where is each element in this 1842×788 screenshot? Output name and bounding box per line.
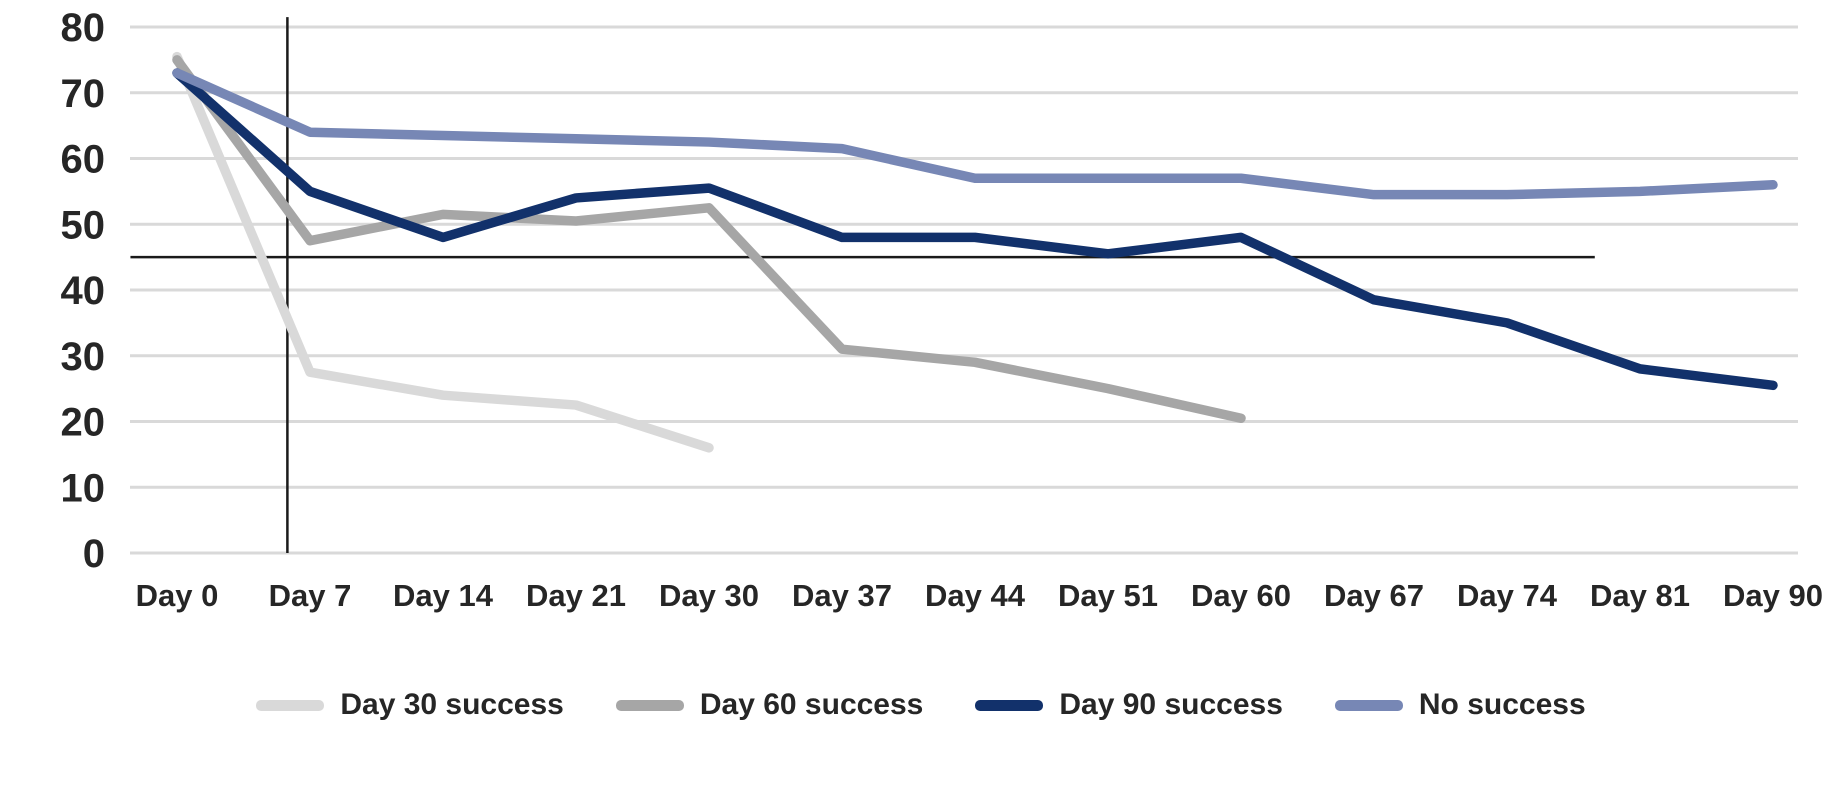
x-tick-label: Day 74 [1457, 578, 1558, 613]
x-tick-label: Day 60 [1191, 578, 1291, 613]
y-tick-label: 10 [61, 466, 106, 510]
y-axis-labels: 0 10 20 30 40 50 60 70 80 [61, 6, 106, 576]
y-tick-label: 20 [61, 401, 106, 445]
x-tick-label: Day 14 [393, 578, 494, 613]
x-tick-label: Day 21 [526, 578, 626, 613]
reference-lines [130, 17, 1595, 553]
legend-item-day-60-success: Day 60 success [615, 688, 924, 722]
chart-legend: Day 30 success Day 60 success Day 90 succe… [0, 688, 1842, 722]
legend-swatch-no-success [1334, 699, 1403, 711]
legend-label: Day 30 success [340, 688, 564, 721]
x-tick-label: Day 51 [1058, 578, 1158, 613]
x-tick-label: Day 90 [1723, 578, 1823, 613]
legend-item-day-30-success: Day 30 success [256, 688, 564, 722]
legend-swatch-day-60-success [615, 699, 684, 711]
legend-swatch-day-30-success [256, 699, 325, 711]
y-tick-label: 60 [61, 138, 106, 182]
series-line-no-success [172, 68, 1778, 200]
y-tick-label: 50 [61, 203, 106, 247]
legend-label: Day 90 success [1059, 688, 1283, 721]
x-tick-label: Day 44 [925, 578, 1026, 613]
series-line-day-90-success [172, 68, 1778, 391]
legend-swatch-day-90-success [975, 699, 1044, 711]
y-tick-label: 80 [61, 6, 106, 50]
series-line-day-60-success [172, 55, 1246, 423]
series-line-day-30-success [172, 51, 714, 453]
x-tick-label: Day 0 [136, 578, 219, 613]
x-tick-label: Day 67 [1324, 578, 1424, 613]
legend-label: Day 60 success [699, 688, 924, 721]
x-tick-label: Day 7 [269, 578, 352, 613]
x-tick-label: Day 37 [792, 578, 892, 613]
legend-label: No success [1418, 688, 1586, 721]
y-tick-label: 30 [61, 335, 106, 379]
legend-item-no-success: No success [1334, 688, 1586, 722]
x-tick-label: Day 30 [659, 578, 759, 613]
y-tick-label: 70 [61, 72, 106, 116]
x-tick-label: Day 81 [1590, 578, 1690, 613]
gridlines [130, 25, 1798, 555]
legend-item-day-90-success: Day 90 success [975, 688, 1283, 722]
y-tick-label: 0 [83, 532, 105, 576]
y-tick-label: 40 [61, 269, 106, 313]
x-axis-labels: Day 0 Day 7 Day 14 Day 21 Day 30 Day 37 Day 44… [136, 578, 1823, 613]
